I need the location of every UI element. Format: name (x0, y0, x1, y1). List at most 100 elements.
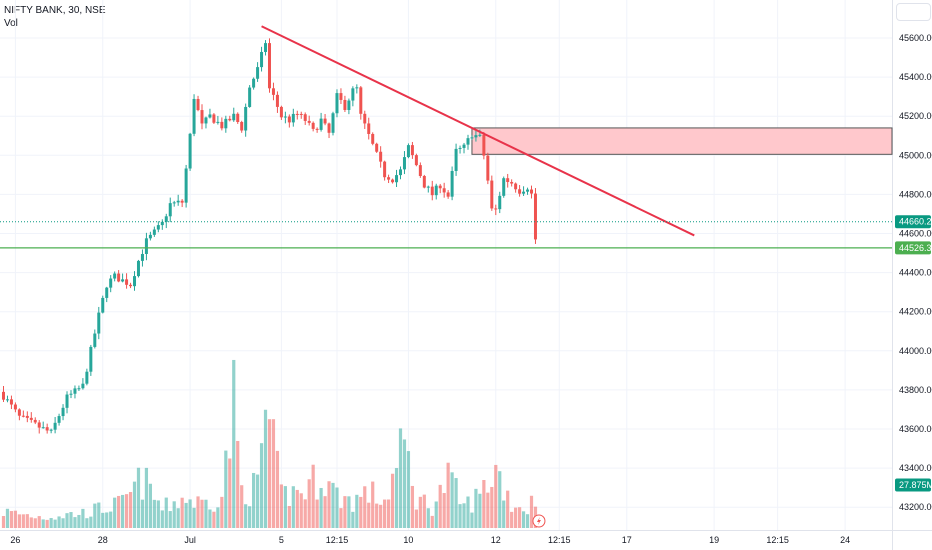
price-tick-label: 43400.00 (899, 463, 932, 473)
candle-body (530, 189, 534, 194)
candle-body (45, 427, 49, 431)
time-tick-label: 19 (709, 535, 719, 545)
volume-bar (379, 504, 383, 528)
volume-bar (394, 468, 399, 528)
volume-bar (343, 496, 347, 528)
volume-bar (85, 518, 89, 528)
candle-body (438, 185, 442, 189)
volume-bar (81, 508, 85, 528)
candle-body (498, 195, 502, 210)
volume-bar (204, 499, 208, 528)
volume-bar (1, 516, 6, 528)
candle-body (391, 179, 395, 183)
candle-body (65, 394, 69, 408)
price-tick-label: 43200.00 (899, 502, 932, 512)
volume-bar (446, 462, 450, 528)
candle-body (514, 183, 518, 190)
candle-body (522, 191, 526, 194)
candle-body (271, 88, 275, 95)
candle-body (216, 121, 220, 123)
volume-bar (25, 514, 29, 528)
volume-bar (121, 494, 125, 528)
volume-bar (430, 515, 434, 528)
volume-bar (295, 489, 299, 528)
volume-bar (164, 497, 168, 528)
candle-body (371, 133, 375, 144)
candle-body (414, 155, 418, 166)
candle-body (410, 145, 414, 156)
volume-bar (482, 480, 486, 528)
volume-bar (240, 485, 244, 528)
volume-bar (498, 471, 502, 528)
volume-bar (383, 499, 387, 528)
volume-bar (93, 503, 97, 528)
candle-body (208, 114, 212, 118)
candle-body (299, 113, 303, 115)
candle-body (144, 238, 148, 254)
volume-bar (29, 517, 33, 528)
volume-tag-bg (895, 478, 931, 492)
time-tick-label: 5 (279, 535, 284, 545)
volume-legend-label: Vol (4, 18, 18, 29)
volume-bar (347, 496, 351, 528)
volume-bar (518, 507, 522, 528)
volume-bar (386, 499, 391, 528)
volume-bar (271, 419, 276, 528)
candle-body (434, 185, 438, 196)
volume-bar (220, 496, 224, 528)
volume-bar (105, 512, 109, 528)
volume-bar (287, 505, 291, 528)
volume-bar (331, 482, 335, 528)
volume-tag: 27.875M (899, 480, 932, 490)
time-axis: 26 28 Jul 5 12:15 10 12 12:15 17 19 12:15 24 (10, 535, 850, 545)
candle-body (117, 273, 121, 282)
volume-bar (101, 512, 105, 528)
volume-bar (156, 500, 160, 528)
candle-body (21, 415, 25, 417)
volume-bar (212, 511, 216, 528)
candle-body (426, 186, 430, 188)
candle-body (17, 409, 21, 416)
volume-bar (136, 467, 141, 528)
candle-body (121, 279, 125, 282)
time-tick-label: 12:15 (548, 535, 571, 545)
candle-body (109, 278, 113, 288)
price-tick-label: 44200.00 (899, 307, 932, 317)
volume-bar (506, 490, 510, 528)
candle-body (156, 225, 160, 230)
candle-body (93, 333, 97, 347)
chart-settings-button[interactable] (896, 3, 931, 21)
candle-body (303, 114, 307, 121)
volume-bar (97, 502, 101, 528)
support-price-tag: 44526.30 (899, 243, 932, 253)
volume-bar (263, 409, 268, 528)
candle-body (327, 123, 331, 133)
time-tick-label: 17 (622, 535, 632, 545)
candle-body (307, 120, 311, 123)
volume-bar (73, 517, 77, 528)
time-tick-label: 12:15 (766, 535, 789, 545)
candle-body (311, 122, 315, 129)
candle-body (323, 118, 327, 124)
volume-bar (17, 514, 21, 528)
resistance-zone-layer (471, 127, 893, 155)
volume-bar (200, 499, 204, 528)
volume-bar (208, 509, 212, 528)
volume-bar (327, 481, 331, 528)
candle-body (252, 78, 256, 88)
candle-body (5, 399, 9, 401)
candle-body (89, 346, 93, 372)
volume-bar (196, 496, 200, 528)
volume-bar (228, 458, 232, 528)
candle-body (482, 134, 486, 156)
volume-bar (192, 507, 196, 528)
volume-bar (61, 518, 65, 528)
volume-bar (291, 486, 295, 528)
candle-body (73, 388, 77, 394)
candle-body (275, 94, 279, 107)
volume-bar (414, 509, 418, 528)
price-tick-label: 45600.00 (899, 33, 932, 43)
volume-bar (390, 473, 395, 528)
volume-bar (267, 419, 272, 528)
